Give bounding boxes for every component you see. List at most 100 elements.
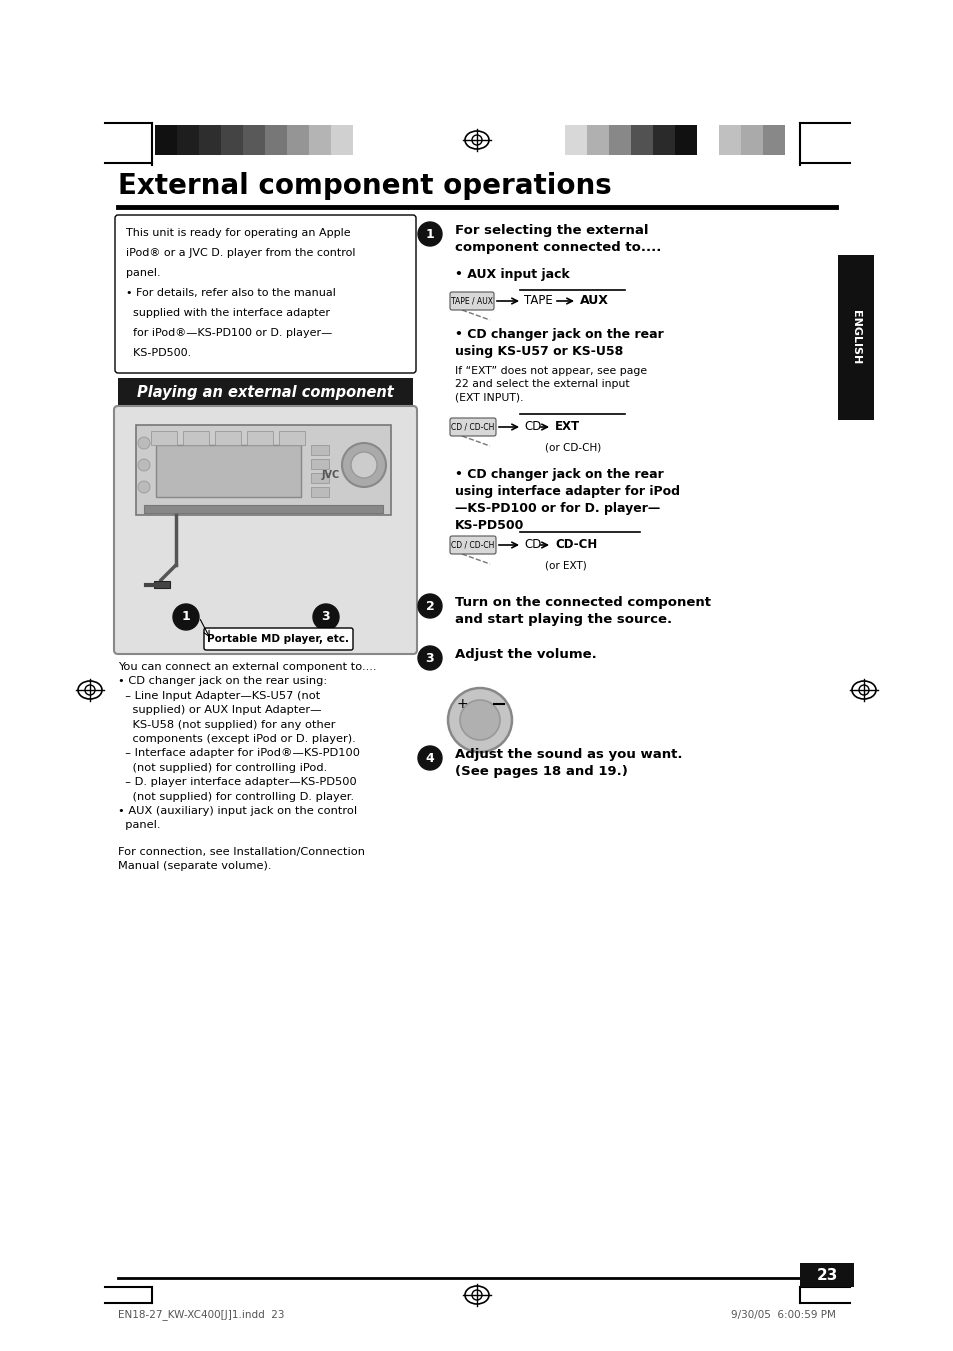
Bar [214, 431, 241, 444]
Bar [278, 431, 305, 444]
Bar [353, 126, 375, 155]
Circle shape [138, 481, 150, 493]
FancyBboxPatch shape [450, 536, 496, 554]
Text: (or EXT): (or EXT) [544, 561, 586, 570]
Text: 1: 1 [181, 611, 191, 624]
Bar [144, 505, 382, 513]
Bar [183, 431, 209, 444]
Text: iPod® or a JVC D. player from the control: iPod® or a JVC D. player from the contro… [126, 249, 355, 258]
Bar [221, 126, 243, 155]
Bar [287, 126, 309, 155]
Bar [564, 126, 586, 155]
Bar [719, 126, 740, 155]
Text: CD / CD-CH: CD / CD-CH [451, 423, 495, 431]
Ellipse shape [464, 1286, 489, 1304]
Bar [837, 255, 873, 420]
Circle shape [417, 746, 441, 770]
Bar [154, 126, 177, 155]
Ellipse shape [851, 681, 875, 698]
FancyBboxPatch shape [115, 215, 416, 373]
Text: AUX: AUX [579, 295, 608, 308]
Text: 23: 23 [816, 1267, 837, 1282]
FancyBboxPatch shape [113, 407, 416, 654]
Bar [630, 126, 652, 155]
Text: You can connect an external component to....
• CD changer jack on the rear using: You can connect an external component to… [118, 662, 376, 831]
Text: JVC: JVC [321, 470, 340, 480]
Ellipse shape [464, 131, 489, 149]
Text: CD: CD [523, 539, 540, 551]
Text: External component operations: External component operations [118, 172, 611, 200]
Text: CD-CH: CD-CH [555, 539, 597, 551]
Circle shape [459, 700, 499, 740]
Bar [156, 444, 301, 497]
Bar [136, 426, 391, 515]
Bar [675, 126, 697, 155]
Ellipse shape [78, 681, 102, 698]
Text: Adjust the volume.: Adjust the volume. [455, 648, 597, 661]
Circle shape [417, 594, 441, 617]
Bar [762, 126, 784, 155]
Text: For connection, see Installation/Connection
Manual (separate volume).: For connection, see Installation/Connect… [118, 847, 365, 871]
Bar [265, 126, 287, 155]
Text: (or CD-CH): (or CD-CH) [544, 442, 600, 453]
Circle shape [448, 688, 512, 753]
FancyBboxPatch shape [450, 292, 494, 309]
Bar [311, 473, 329, 484]
Bar [311, 444, 329, 455]
Bar [151, 431, 177, 444]
Bar [247, 431, 273, 444]
Text: KS-PD500.: KS-PD500. [126, 349, 191, 358]
Text: 2: 2 [425, 600, 434, 612]
Text: This unit is ready for operating an Apple: This unit is ready for operating an Appl… [126, 228, 351, 238]
Circle shape [313, 604, 338, 630]
FancyBboxPatch shape [204, 628, 353, 650]
Text: For selecting the external
component connected to....: For selecting the external component con… [455, 224, 660, 254]
Bar [586, 126, 608, 155]
Bar [800, 1263, 853, 1288]
Bar [331, 126, 353, 155]
Text: TAPE: TAPE [523, 295, 552, 308]
Circle shape [138, 436, 150, 449]
Text: Portable MD player, etc.: Portable MD player, etc. [207, 634, 349, 644]
Text: 3: 3 [425, 651, 434, 665]
Text: CD / CD-CH: CD / CD-CH [451, 540, 495, 550]
Circle shape [138, 459, 150, 471]
Bar [309, 126, 331, 155]
Text: 9/30/05  6:00:59 PM: 9/30/05 6:00:59 PM [730, 1310, 835, 1320]
Text: 4: 4 [425, 751, 434, 765]
Bar [243, 126, 265, 155]
Text: supplied with the interface adapter: supplied with the interface adapter [126, 308, 330, 317]
Text: Playing an external component: Playing an external component [137, 385, 394, 400]
Text: panel.: panel. [126, 267, 160, 278]
Text: for iPod®—KS-PD100 or D. player—: for iPod®—KS-PD100 or D. player— [126, 328, 332, 338]
Text: • CD changer jack on the rear
using interface adapter for iPod
—KS-PD100 or for : • CD changer jack on the rear using inte… [455, 467, 679, 532]
Text: Adjust the sound as you want.
(See pages 18 and 19.): Adjust the sound as you want. (See pages… [455, 748, 681, 778]
Circle shape [417, 222, 441, 246]
Circle shape [351, 453, 376, 478]
Circle shape [172, 604, 199, 630]
Text: 3: 3 [321, 611, 330, 624]
Text: Turn on the connected component
and start playing the source.: Turn on the connected component and star… [455, 596, 710, 627]
Text: EXT: EXT [555, 420, 579, 434]
Bar [177, 126, 199, 155]
Text: CD: CD [523, 420, 540, 434]
Text: TAPE / AUX: TAPE / AUX [451, 296, 493, 305]
Text: EN18-27_KW-XC400[J]1.indd  23: EN18-27_KW-XC400[J]1.indd 23 [118, 1309, 284, 1320]
Circle shape [341, 443, 386, 486]
Text: +: + [456, 697, 467, 711]
Bar [311, 486, 329, 497]
Text: If “EXT” does not appear, see page
22 and select the external input
(EXT INPUT).: If “EXT” does not appear, see page 22 an… [455, 366, 646, 403]
Text: • For details, refer also to the manual: • For details, refer also to the manual [126, 288, 335, 299]
FancyBboxPatch shape [450, 417, 496, 436]
Text: • AUX input jack: • AUX input jack [455, 267, 569, 281]
Circle shape [417, 646, 441, 670]
Bar [153, 581, 170, 588]
Bar [311, 459, 329, 469]
Bar [740, 126, 762, 155]
Bar [199, 126, 221, 155]
Bar [118, 378, 413, 408]
Bar [608, 126, 630, 155]
Bar [652, 126, 675, 155]
Text: 1: 1 [425, 227, 434, 240]
Text: ENGLISH: ENGLISH [850, 311, 861, 365]
